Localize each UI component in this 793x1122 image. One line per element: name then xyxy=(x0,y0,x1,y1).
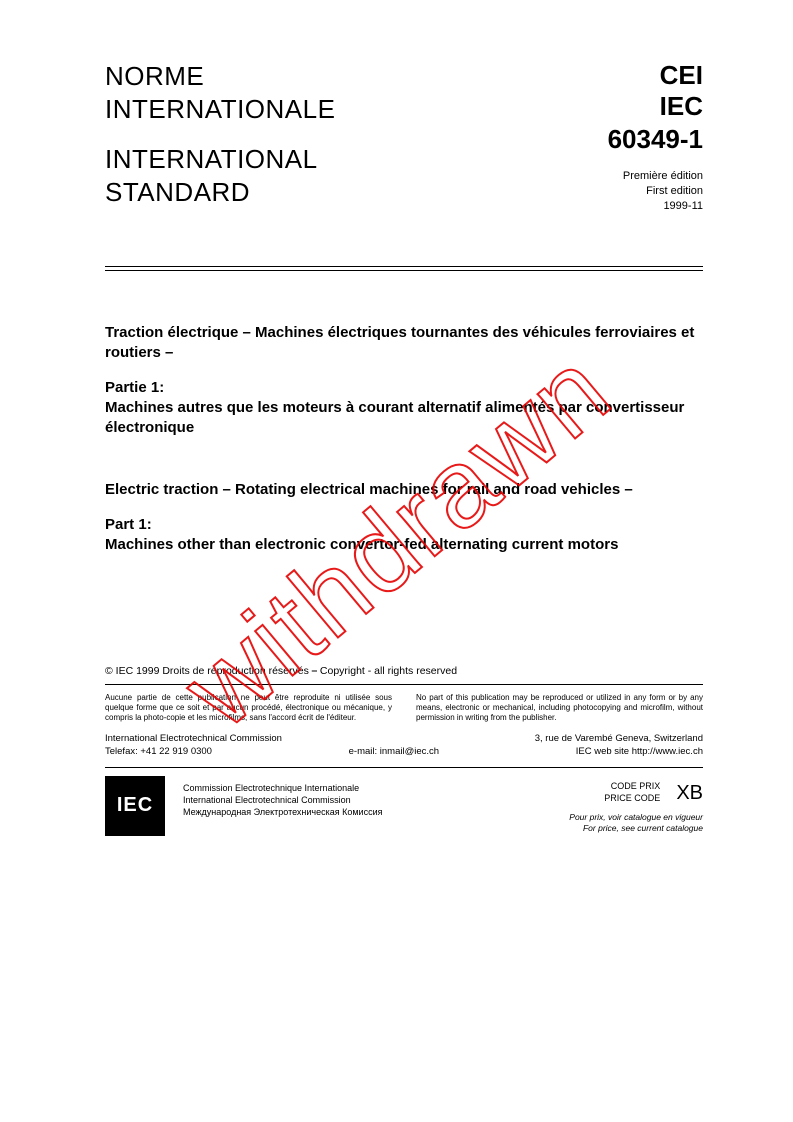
legal-fr: Aucune partie de cette publication ne pe… xyxy=(105,693,392,723)
price-code: XB xyxy=(676,780,703,806)
address-block: International Electrotechnical Commissio… xyxy=(105,733,703,759)
title-en-part-label: Part 1: xyxy=(105,515,703,535)
title-fr-group: Traction électrique – Machines électriqu… xyxy=(105,323,703,438)
title-left: NORME INTERNATIONALE INTERNATIONAL STAND… xyxy=(105,60,335,226)
norme-label: NORME xyxy=(105,60,335,93)
address-fax: Telefax: +41 22 919 0300 xyxy=(105,746,212,759)
international-label: INTERNATIONAL xyxy=(105,143,335,176)
footer: IEC Commission Electrotechnique Internat… xyxy=(105,776,703,836)
titles-section: Traction électrique – Machines électriqu… xyxy=(105,323,703,555)
edition-date: 1999-11 xyxy=(608,199,703,214)
price-note-en: For price, see current catalogue xyxy=(569,823,703,834)
address-email: e-mail: inmail@iec.ch xyxy=(349,746,439,759)
org-en: IEC xyxy=(608,91,703,122)
legal-text: Aucune partie de cette publication ne pe… xyxy=(105,693,703,723)
address-web: IEC web site http://www.iec.ch xyxy=(576,746,703,759)
price-box: CODE PRIX PRICE CODE XB Pour prix, voir … xyxy=(569,776,703,836)
iec-logo: IEC xyxy=(105,776,165,836)
title-en-main: Electric traction – Rotating electrical … xyxy=(105,480,703,500)
price-label-fr: CODE PRIX xyxy=(604,781,660,793)
title-fr-main: Traction électrique – Machines électriqu… xyxy=(105,323,703,364)
edition-block: Première édition First edition 1999-11 xyxy=(608,169,703,214)
title-fr-part-label: Partie 1: xyxy=(105,378,703,398)
title-en-part: Part 1: Machines other than electronic c… xyxy=(105,515,703,556)
title-en-part-text: Machines other than electronic convertor… xyxy=(105,535,703,555)
standard-number: 60349-1 xyxy=(608,124,703,155)
commission-fr: Commission Electrotechnique Internationa… xyxy=(183,782,551,794)
address-org: International Electrotechnical Commissio… xyxy=(105,733,282,746)
commission-en: International Electrotechnical Commissio… xyxy=(183,794,551,806)
commission-ru: Международная Электротехническая Комисси… xyxy=(183,806,551,818)
title-fr-part-text: Machines autres que les moteurs à couran… xyxy=(105,398,703,439)
double-rule xyxy=(105,266,703,271)
standard-label: STANDARD xyxy=(105,176,335,209)
header: NORME INTERNATIONALE INTERNATIONAL STAND… xyxy=(105,60,703,226)
document-page: NORME INTERNATIONALE INTERNATIONAL STAND… xyxy=(0,0,793,1122)
price-note-fr: Pour prix, voir catalogue en vigueur xyxy=(569,812,703,823)
title-fr-part: Partie 1: Machines autres que les moteur… xyxy=(105,378,703,439)
legal-en: No part of this publication may be repro… xyxy=(416,693,703,723)
commission-names: Commission Electrotechnique Internationa… xyxy=(183,776,551,836)
rule-1 xyxy=(105,684,703,685)
price-label-en: PRICE CODE xyxy=(604,793,660,805)
iec-logo-text: IEC xyxy=(117,794,153,817)
org-fr: CEI xyxy=(608,60,703,91)
rule-2 xyxy=(105,767,703,768)
edition-fr: Première édition xyxy=(608,169,703,184)
title-en-group: Electric traction – Rotating electrical … xyxy=(105,480,703,555)
address-street: 3, rue de Varembé Geneva, Switzerland xyxy=(535,733,703,746)
internationale-label: INTERNATIONALE xyxy=(105,93,335,126)
copyright-line: © IEC 1999 Droits de reproduction réserv… xyxy=(105,665,703,678)
title-right: CEI IEC 60349-1 Première édition First e… xyxy=(608,60,703,214)
edition-en: First edition xyxy=(608,184,703,199)
